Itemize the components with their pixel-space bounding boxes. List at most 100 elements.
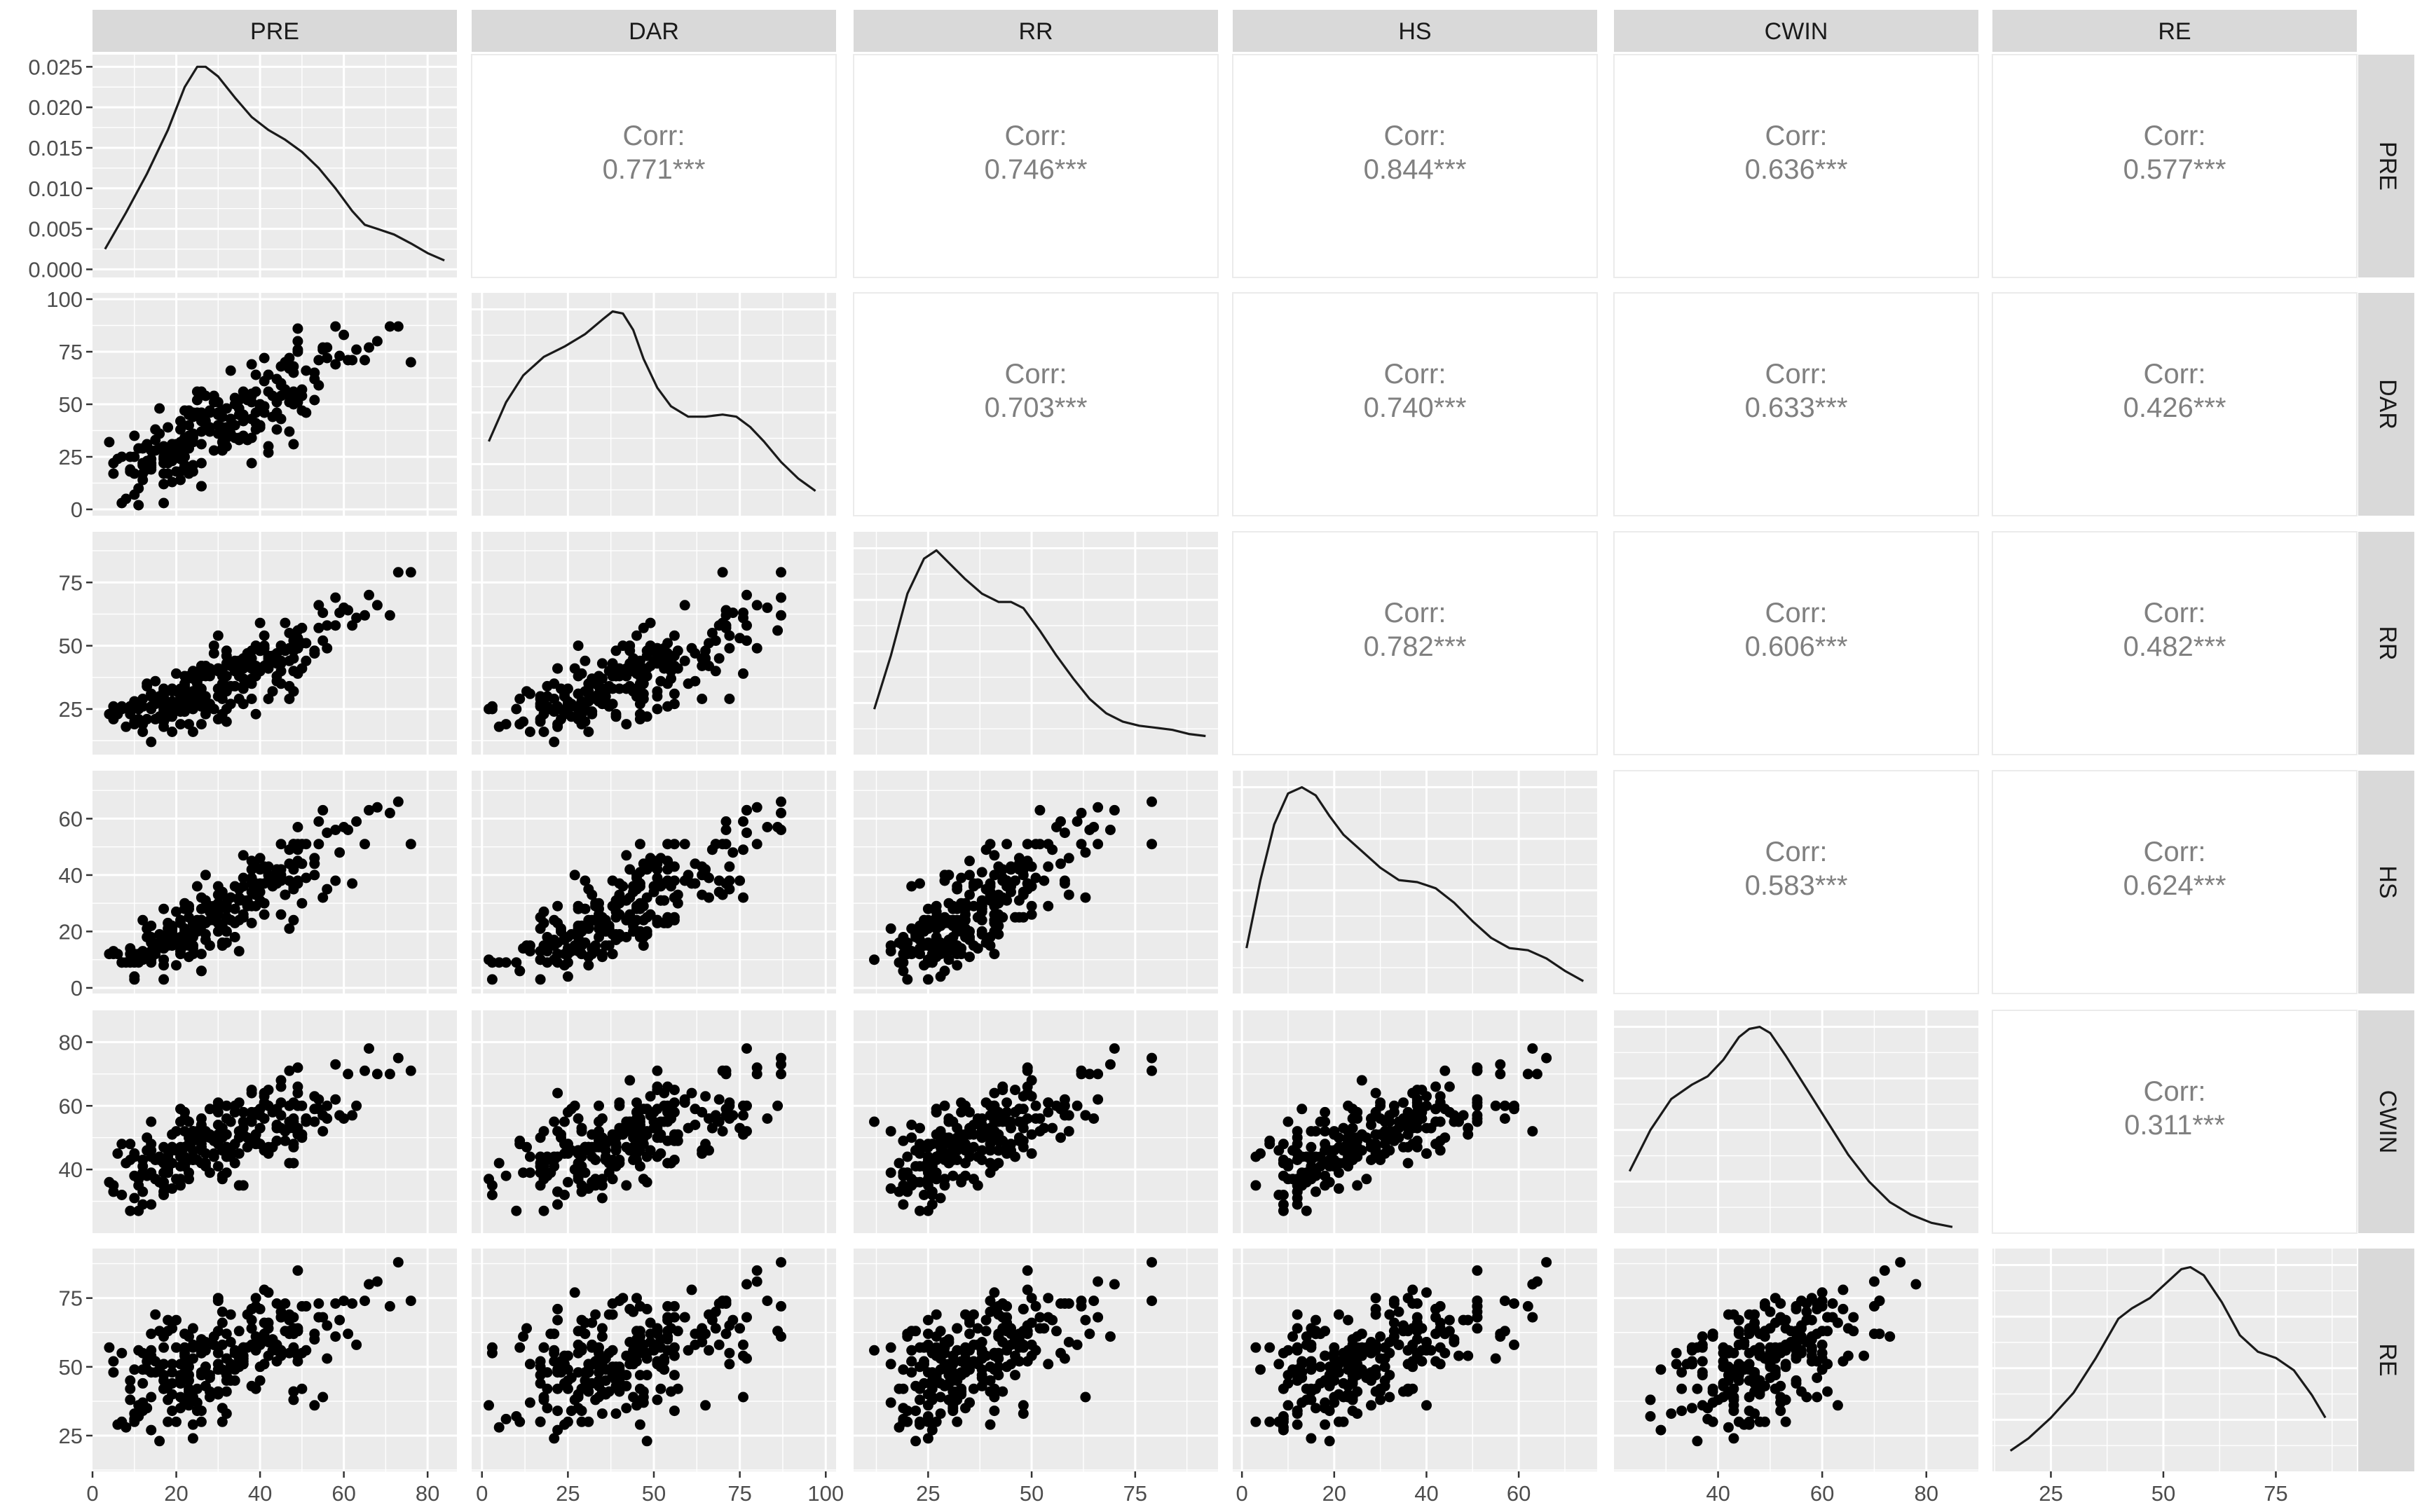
scatter-point [659, 1364, 670, 1375]
scatter-point [776, 592, 786, 603]
scatter-point [309, 870, 320, 881]
scatter-point [1509, 1104, 1519, 1115]
scatter-point [250, 1129, 261, 1140]
scatter-point [167, 1157, 178, 1169]
scatter-point [1329, 1155, 1340, 1165]
scatter-point [292, 1265, 303, 1276]
scatter-point [284, 1065, 295, 1076]
scatter-point [1421, 1337, 1432, 1347]
scatter-point [150, 713, 161, 724]
scatter-point [621, 1370, 632, 1381]
scatter-point [313, 816, 324, 827]
scatter-point [1733, 1328, 1744, 1340]
scatter-point [364, 342, 374, 353]
scatter-point [919, 1190, 929, 1200]
scatter-point [545, 937, 556, 948]
scatter-point [317, 804, 329, 816]
scatter-point [1402, 1106, 1414, 1118]
scatter-point [154, 691, 165, 702]
scatter-point [614, 878, 625, 889]
scatter-point [573, 1145, 584, 1156]
scatter-point [1292, 1309, 1303, 1320]
scatter-point [1472, 1065, 1483, 1076]
scatter-point [129, 1148, 140, 1159]
scatter-point [1806, 1334, 1817, 1345]
scatter-point [217, 1317, 228, 1328]
scatter-point [573, 671, 584, 682]
scatter-point [964, 855, 975, 867]
scatter-point [898, 1135, 909, 1146]
scatter-point [596, 1331, 608, 1342]
scatter-point [384, 807, 395, 818]
scatter-point [1686, 1345, 1697, 1356]
scatter-point [869, 1345, 880, 1356]
scatter-point [552, 663, 563, 674]
scatter-point [894, 1157, 905, 1169]
scatter-point [154, 1436, 165, 1447]
scatter-point [596, 1408, 608, 1420]
corr-value-hs-cwin: 0.583*** [1745, 870, 1848, 901]
scatter-point [196, 1416, 207, 1427]
scatter-point [947, 1170, 959, 1181]
scatter-point [576, 1406, 587, 1417]
scatter-point [968, 1356, 979, 1367]
scatter-point [724, 861, 735, 872]
scatter-point [1055, 858, 1066, 870]
scatter-point [112, 453, 123, 465]
scatter-point [919, 1342, 929, 1353]
scatter-point [167, 1183, 178, 1194]
scatter-point [1435, 1359, 1446, 1370]
scatter-point [1043, 1293, 1054, 1304]
scatter-point [392, 1052, 404, 1064]
scatter-point [271, 1356, 282, 1367]
scatter-point [741, 804, 752, 816]
corr-value-pre-rr: 0.746*** [985, 154, 1088, 185]
scatter-point [1697, 1370, 1708, 1381]
scatter-point [212, 1295, 224, 1307]
scatter-point [1329, 1129, 1340, 1140]
scatter-point [175, 415, 186, 427]
corr-label: Corr: [1384, 598, 1446, 628]
scatter-point [1306, 1342, 1317, 1353]
scatter-point [885, 923, 896, 934]
scatter-point [1343, 1389, 1354, 1400]
scatter-point [1713, 1394, 1724, 1406]
scatter-point [1047, 1122, 1058, 1134]
scatter-point [1655, 1364, 1667, 1375]
scatter-point [590, 1356, 601, 1367]
scatter-point [212, 1389, 224, 1400]
scatter-point [1472, 1265, 1483, 1276]
scatter-point [146, 688, 157, 699]
scatter-point [254, 1303, 266, 1314]
scatter-point [221, 1353, 232, 1364]
scatter-point [1297, 1356, 1308, 1367]
scatter-point [964, 889, 975, 900]
scatter-point [1795, 1323, 1807, 1334]
scatter-point [338, 1295, 350, 1307]
scatter-point [163, 458, 174, 469]
scatter-point [1817, 1326, 1828, 1337]
scatter-point [542, 1403, 553, 1414]
scatter-point [146, 1391, 157, 1403]
scatter-point [1010, 875, 1020, 886]
scatter-point [288, 864, 299, 875]
scatter-point [167, 1406, 178, 1417]
scatter-point [1817, 1339, 1828, 1350]
scatter-point [171, 1342, 182, 1353]
scatter-point [741, 589, 752, 600]
scatter-point [669, 688, 680, 699]
corr-label: Corr: [1765, 121, 1828, 151]
scatter-point [364, 1043, 374, 1054]
scatter-point [985, 1386, 996, 1397]
density-curve-re [2009, 1265, 2327, 1452]
scatter-point [776, 807, 786, 818]
scatter-point [964, 932, 975, 942]
scatter-point [614, 1295, 625, 1307]
scatter-point [1499, 1326, 1510, 1337]
scatter-point [296, 858, 308, 870]
scatter-point [910, 1406, 922, 1417]
scatter-point [922, 1433, 933, 1444]
corr-label: Corr: [1384, 359, 1446, 390]
scatter-point [631, 630, 642, 641]
scatter-point [146, 1328, 157, 1340]
